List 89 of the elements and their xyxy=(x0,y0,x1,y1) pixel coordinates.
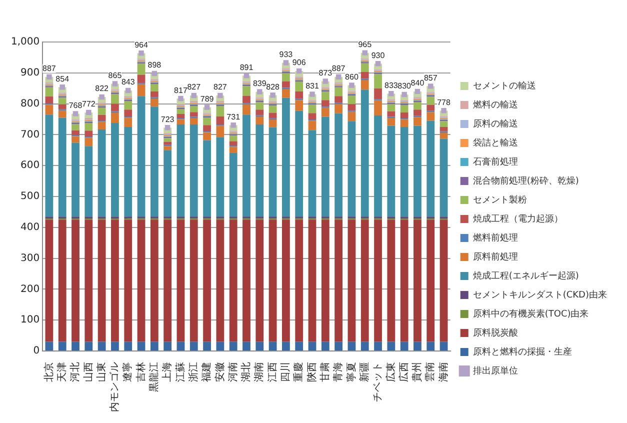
x-tick-label: 遼寧 xyxy=(122,362,134,382)
data-label: 887 xyxy=(42,64,56,74)
legend-label: セメントの輸送 xyxy=(472,80,536,92)
x-tick-label: 山西 xyxy=(82,362,94,382)
x-tick-label: 重慶 xyxy=(292,362,305,382)
x-tick-label: 河南 xyxy=(226,362,239,382)
data-label: 857 xyxy=(424,73,438,82)
x-tick-label: 江蘇 xyxy=(174,362,186,382)
data-label: 833 xyxy=(384,80,398,90)
y-tick-label: 0 xyxy=(33,346,40,357)
data-label: 873 xyxy=(318,68,333,78)
data-label: 891 xyxy=(240,62,254,72)
data-label: 860 xyxy=(345,72,359,82)
x-tick-label: 広東 xyxy=(384,362,397,382)
y-tick-label: 200 xyxy=(20,284,40,295)
x-tick-label: 天津 xyxy=(56,362,68,382)
data-label: 830 xyxy=(398,82,412,91)
data-label: 839 xyxy=(252,78,267,88)
legend-label: 燃料の輸送 xyxy=(472,99,518,110)
legend-label: 袋詰と輸送 xyxy=(472,137,518,148)
x-tick-label: 貴州 xyxy=(411,362,424,382)
x-tick-label: 黒龍江 xyxy=(148,362,160,392)
y-tick-label: 1,000 xyxy=(10,36,40,48)
legend-label: 原料の輸送 xyxy=(472,118,518,130)
x-tick-label: 山東 xyxy=(95,362,108,382)
legend-label: 排出原単位 xyxy=(472,365,518,376)
data-label: 789 xyxy=(200,94,214,104)
x-tick-label: 浙江 xyxy=(187,362,200,382)
x-tick-label: 湖北 xyxy=(240,362,252,382)
x-tick-label: 湖南 xyxy=(253,362,266,382)
data-label: 930 xyxy=(371,50,386,60)
data-label: 723 xyxy=(160,114,175,124)
legend-label: 原料中の有機炭素(TOC)由来 xyxy=(472,308,589,320)
data-label: 817 xyxy=(174,86,188,95)
y-tick-label: 900 xyxy=(20,67,40,78)
data-label: 840 xyxy=(410,78,425,88)
y-tick-label: 500 xyxy=(20,191,40,202)
x-tick-label: 北京 xyxy=(42,362,55,382)
x-tick-label: 四川 xyxy=(280,362,292,382)
data-label: 827 xyxy=(214,82,228,92)
x-tick-label: 安徽 xyxy=(214,362,226,382)
legend-label: セメントキルンダスト(CKD)由来 xyxy=(472,289,607,300)
data-label: 854 xyxy=(56,74,70,84)
data-label: 828 xyxy=(266,82,280,92)
x-tick-label: 福建 xyxy=(200,362,213,382)
x-tick-label: チベット xyxy=(372,362,384,402)
x-tick-label: 海南 xyxy=(437,362,450,382)
legend-label: 燃料前処理 xyxy=(472,232,518,244)
x-tick-label: 内モンゴル xyxy=(108,362,121,412)
data-label: 898 xyxy=(148,60,162,70)
x-tick-label: 吉林 xyxy=(134,362,147,382)
data-label: 906 xyxy=(292,58,306,68)
data-label: 831 xyxy=(306,81,320,90)
x-tick-label: 河北 xyxy=(69,362,82,382)
legend-label: 焼成工程（電力起源） xyxy=(472,213,563,224)
legend-label: 原料前処理 xyxy=(472,251,518,262)
legend-label: 原料脱炭酸 xyxy=(472,327,518,338)
x-tick-label: 新疆 xyxy=(358,362,370,382)
data-label: 933 xyxy=(279,50,294,59)
legend-label: 焼成工程(エネルギー起源) xyxy=(472,270,579,282)
y-tick-label: 700 xyxy=(20,129,40,140)
data-label: 964 xyxy=(134,40,148,50)
data-label: 822 xyxy=(95,84,110,94)
y-tick-label: 800 xyxy=(20,98,40,110)
legend-label: 混合物前処理(粉砕、乾燥) xyxy=(472,175,579,186)
y-tick-label: 100 xyxy=(20,314,40,326)
data-label: 843 xyxy=(121,78,136,87)
y-tick-label: 300 xyxy=(20,252,40,264)
y-tick-label: 600 xyxy=(20,160,40,172)
data-label: 731 xyxy=(226,112,241,122)
x-tick-label: 広西 xyxy=(398,362,410,382)
legend-label: 石膏前処理 xyxy=(472,156,518,168)
data-label: 768 xyxy=(68,100,83,110)
x-tick-label: 雲南 xyxy=(424,362,436,382)
data-label: 887 xyxy=(332,64,346,74)
x-tick-label: 上海 xyxy=(161,362,174,382)
legend-label: 原料と燃料の採掘・生産 xyxy=(472,346,572,358)
x-tick-label: 陝西 xyxy=(306,362,318,382)
y-tick-label: 400 xyxy=(20,222,40,233)
data-label: 965 xyxy=(358,40,372,50)
x-tick-label: 青海 xyxy=(332,362,344,382)
data-label: 778 xyxy=(437,98,452,107)
data-label: 772 xyxy=(82,100,96,109)
x-tick-label: 寧夏 xyxy=(345,362,358,382)
data-label: 827 xyxy=(187,82,202,92)
x-tick-label: 甘粛 xyxy=(319,362,332,382)
data-label: 865 xyxy=(108,70,122,80)
legend-label: セメント製粉 xyxy=(472,194,527,206)
x-tick-label: 江西 xyxy=(266,362,278,382)
